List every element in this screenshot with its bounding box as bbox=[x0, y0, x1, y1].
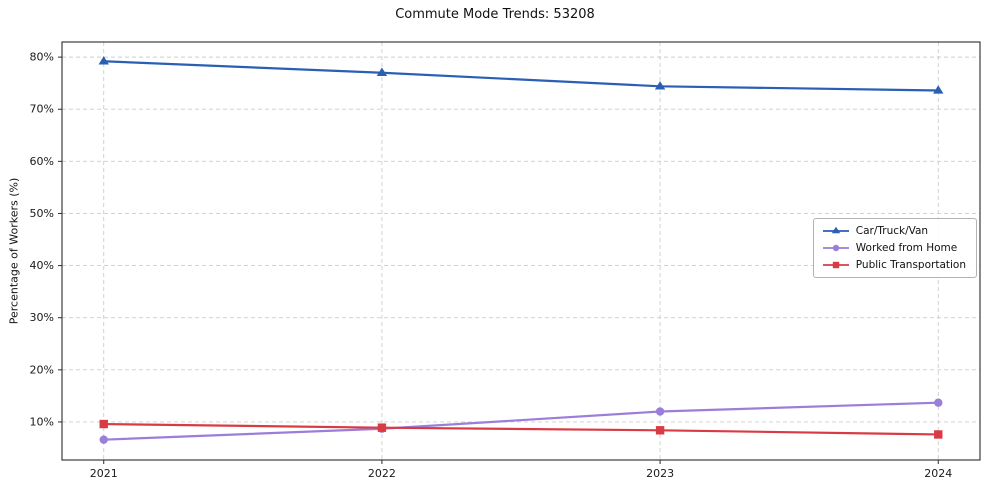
series-line bbox=[102, 401, 940, 441]
y-tick-label: 50% bbox=[30, 207, 54, 220]
chart-legend: Car/Truck/Van Worked from Home Public Tran… bbox=[812, 218, 977, 278]
square-marker bbox=[99, 419, 108, 429]
y-tick-label: 20% bbox=[30, 363, 54, 376]
circle-marker bbox=[99, 435, 108, 444]
circle-marker bbox=[655, 407, 665, 416]
legend-marker-sample bbox=[822, 226, 849, 234]
y-tick-label: 70% bbox=[30, 103, 54, 116]
y-tick-label: 40% bbox=[30, 259, 54, 272]
plot-border bbox=[61, 41, 981, 461]
y-tick-label: 60% bbox=[30, 155, 54, 168]
circle-marker bbox=[832, 244, 839, 252]
square-marker bbox=[655, 426, 665, 435]
y-tick-label: 30% bbox=[30, 311, 54, 324]
legend-label: Public Transportation bbox=[855, 259, 966, 271]
legend-label: Car/Truck/Van bbox=[855, 225, 929, 237]
legend-marker-sample bbox=[822, 261, 849, 269]
triangle-marker bbox=[376, 67, 388, 76]
triangle-marker bbox=[98, 56, 109, 65]
y-tick-label: 80% bbox=[30, 51, 54, 64]
triangle-marker bbox=[831, 226, 840, 234]
legend-item: Car/Truck/Van bbox=[822, 225, 966, 237]
x-tick-label: 2022 bbox=[368, 467, 396, 480]
triangle-marker bbox=[933, 85, 944, 94]
y-tick-label: 10% bbox=[30, 415, 54, 428]
legend-marker-sample bbox=[822, 244, 849, 252]
x-tick-label: 2024 bbox=[924, 467, 952, 480]
legend-item: Public Transportation bbox=[822, 259, 966, 271]
legend-label: Worked from Home bbox=[855, 242, 958, 254]
x-tick-label: 2021 bbox=[90, 467, 118, 480]
triangle-marker bbox=[654, 81, 666, 90]
square-marker bbox=[934, 430, 943, 439]
square-marker bbox=[377, 423, 387, 432]
chart-title: Commute Mode Trends: 53208 bbox=[395, 7, 595, 22]
x-tick-label: 2023 bbox=[646, 467, 674, 480]
legend-item: Worked from Home bbox=[822, 242, 966, 254]
square-marker bbox=[832, 261, 839, 269]
circle-marker bbox=[934, 398, 943, 407]
series-line bbox=[102, 422, 940, 436]
series-line bbox=[102, 60, 940, 92]
